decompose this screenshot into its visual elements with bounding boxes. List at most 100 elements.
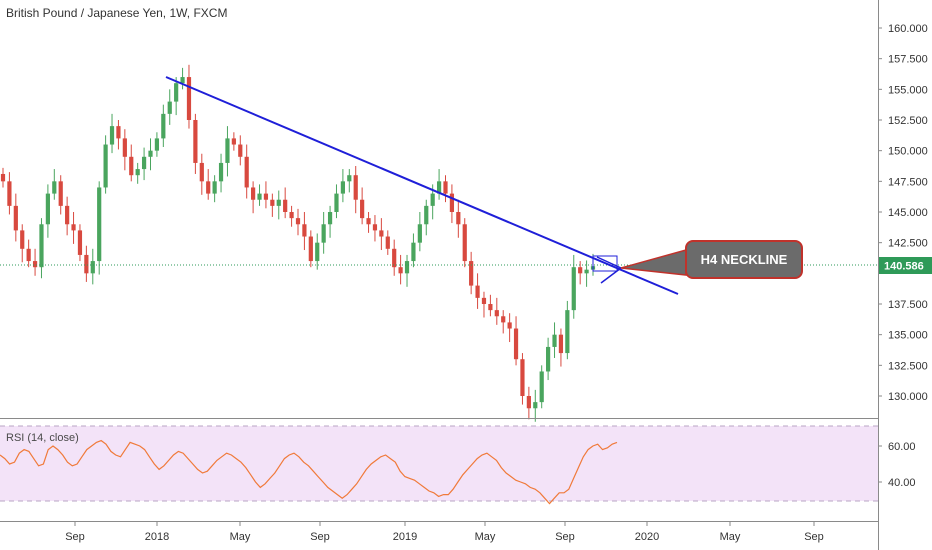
candle-body bbox=[283, 199, 288, 212]
price-axis[interactable]: 160.000 157.500 155.000 152.500 150.000 147.5… bbox=[878, 23, 928, 403]
candle-body bbox=[539, 371, 544, 403]
candle-body bbox=[90, 261, 95, 274]
rsi-title: RSI (14, close) bbox=[6, 432, 79, 444]
time-tick-label: 2019 bbox=[393, 531, 417, 543]
candle-body bbox=[379, 230, 384, 237]
candle-body bbox=[116, 126, 121, 139]
time-tick-label: May bbox=[475, 531, 496, 543]
selection-box[interactable] bbox=[592, 255, 618, 272]
rsi-band bbox=[0, 426, 878, 501]
candle-body bbox=[39, 224, 44, 268]
rsi-axis[interactable]: 60.00 40.00 bbox=[878, 441, 916, 489]
candle-body bbox=[238, 144, 243, 157]
price-tick-label: 150.000 bbox=[888, 146, 928, 158]
candle-body bbox=[7, 181, 12, 206]
time-tick-label: Sep bbox=[310, 531, 330, 543]
candle-body bbox=[167, 101, 172, 114]
candle-body bbox=[417, 224, 422, 243]
candle-body bbox=[360, 199, 365, 219]
time-tick-label: Sep bbox=[65, 531, 85, 543]
candle-body bbox=[129, 156, 134, 176]
price-tick-label: 152.500 bbox=[888, 115, 928, 127]
rsi-layer bbox=[0, 439, 618, 505]
candle-body bbox=[392, 248, 397, 268]
price-tick-label: 132.500 bbox=[888, 360, 928, 372]
candle-body bbox=[193, 120, 198, 163]
candle-body bbox=[501, 316, 506, 323]
candle-body bbox=[488, 304, 493, 311]
time-tick-label: 2020 bbox=[635, 531, 659, 543]
candle-body bbox=[257, 193, 262, 200]
time-tick-label: May bbox=[230, 531, 251, 543]
candle-body bbox=[404, 261, 410, 274]
time-tick-label: 2018 bbox=[145, 531, 169, 543]
candle-body bbox=[321, 224, 326, 243]
candle-body bbox=[231, 138, 236, 145]
price-tick-label: 147.500 bbox=[888, 176, 928, 188]
time-tick-label: May bbox=[720, 531, 741, 543]
candle-body bbox=[449, 193, 455, 212]
price-tick-label: 145.000 bbox=[888, 207, 928, 219]
candle-body bbox=[571, 267, 576, 311]
candle-body bbox=[558, 334, 564, 354]
candle-body bbox=[263, 193, 269, 200]
time-axis[interactable]: Sep 2018 May Sep 2019 May Sep 2020 May Sep bbox=[65, 521, 824, 543]
candle-body bbox=[334, 193, 339, 212]
candle-body bbox=[481, 297, 487, 304]
candle-body bbox=[186, 77, 192, 120]
candle-body bbox=[295, 218, 301, 225]
candle-body bbox=[436, 181, 442, 194]
candle-body bbox=[103, 144, 108, 188]
candle-body bbox=[302, 224, 307, 237]
candle-body bbox=[372, 224, 378, 231]
candle-body bbox=[327, 212, 333, 225]
callout-label: H4 NECKLINE bbox=[701, 252, 788, 267]
last-price-tag-label: 140.586 bbox=[884, 261, 924, 273]
candle-body bbox=[430, 193, 435, 206]
candle-body bbox=[552, 334, 557, 347]
candle-body bbox=[0, 173, 6, 182]
last-price-tag-bg bbox=[879, 257, 932, 274]
candle-body bbox=[513, 328, 519, 360]
candle-body bbox=[289, 212, 294, 219]
candle-body bbox=[244, 156, 249, 188]
candle-body bbox=[199, 162, 204, 182]
candle-body bbox=[141, 156, 147, 170]
main-pane bbox=[0, 0, 878, 418]
candle-body bbox=[45, 193, 50, 225]
candle-body bbox=[546, 346, 551, 372]
candle-body bbox=[469, 261, 474, 286]
candle-body bbox=[180, 77, 185, 84]
candle-body bbox=[520, 359, 525, 396]
candle-body bbox=[584, 269, 589, 274]
candle-body bbox=[206, 181, 211, 194]
candle-body bbox=[456, 212, 461, 225]
candle-body bbox=[565, 310, 570, 354]
candle-body bbox=[52, 181, 57, 194]
candles-layer bbox=[0, 64, 596, 422]
candle-body bbox=[97, 187, 102, 262]
candle-body bbox=[533, 402, 538, 409]
candle-body bbox=[84, 254, 89, 274]
candle-body bbox=[154, 138, 160, 151]
candle-body bbox=[251, 187, 256, 200]
candle-body bbox=[411, 242, 416, 262]
candle-body bbox=[507, 322, 512, 329]
candle-body bbox=[26, 248, 31, 262]
candle-body bbox=[65, 205, 70, 225]
candle-body bbox=[443, 181, 448, 194]
candle-body bbox=[148, 150, 153, 157]
candle-body bbox=[494, 310, 499, 317]
candle-body bbox=[424, 205, 429, 225]
candle-body bbox=[475, 285, 480, 298]
h4-neckline-callout[interactable]: H4 NECKLINE bbox=[620, 240, 803, 279]
candle-body bbox=[347, 175, 352, 182]
candle-body bbox=[225, 138, 230, 163]
price-tick-label: 160.000 bbox=[888, 23, 928, 35]
candle-body bbox=[20, 230, 25, 249]
price-tick-label: 142.500 bbox=[888, 238, 928, 250]
candle-body bbox=[58, 181, 63, 206]
price-tick-label: 130.000 bbox=[888, 391, 928, 403]
